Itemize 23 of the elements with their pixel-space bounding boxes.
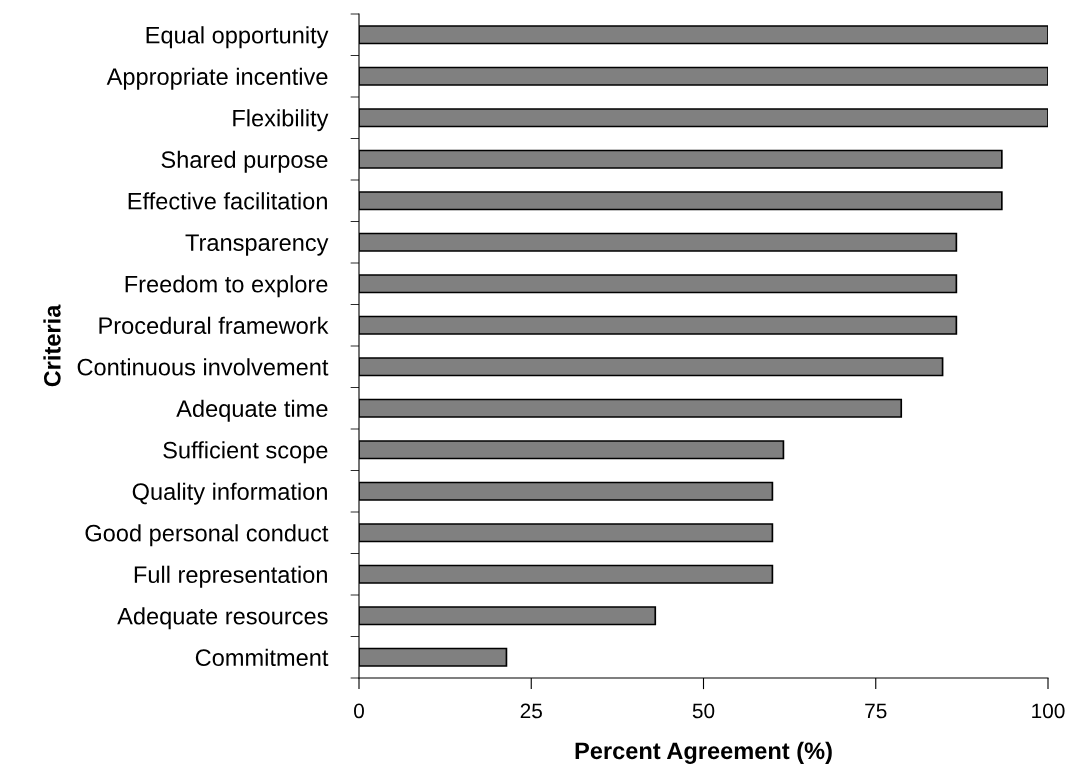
y-tick-label: Equal opportunity <box>146 26 329 49</box>
y-tick-label: Procedural framework <box>99 316 329 335</box>
y-tick-label: Freedom to explore <box>125 275 328 298</box>
x-tick-label: 25 <box>520 703 542 719</box>
y-tick-label: Commitment <box>195 648 329 667</box>
y-tick-label: Good personal conduct <box>85 524 329 547</box>
y-tick-label: Transparency <box>185 234 329 256</box>
y-tick-label: Appropriate incentive <box>106 67 328 90</box>
y-tick-label: Full representation <box>134 565 327 588</box>
y-tick-label: Quality information <box>132 482 327 505</box>
y-axis-title: Criteria <box>43 304 61 387</box>
y-tick-label: Sufficient scope <box>163 441 328 464</box>
x-tick-label: 0 <box>354 703 364 719</box>
y-tick-label: Continuous involvement <box>77 358 329 376</box>
y-tick-label: Effective facilitation <box>128 192 327 210</box>
y-tick-label: Shared purpose <box>161 150 328 173</box>
x-tick-label: 75 <box>865 703 887 719</box>
y-tick-label: Adequate time <box>176 399 328 422</box>
y-tick-label: Adequate resources <box>117 607 328 630</box>
x-tick-label: 50 <box>692 703 715 719</box>
x-tick-label: 100 <box>1032 703 1065 719</box>
y-tick-label: Flexibility <box>233 109 329 132</box>
x-axis-title: Percent Agreement (%) <box>575 741 832 764</box>
